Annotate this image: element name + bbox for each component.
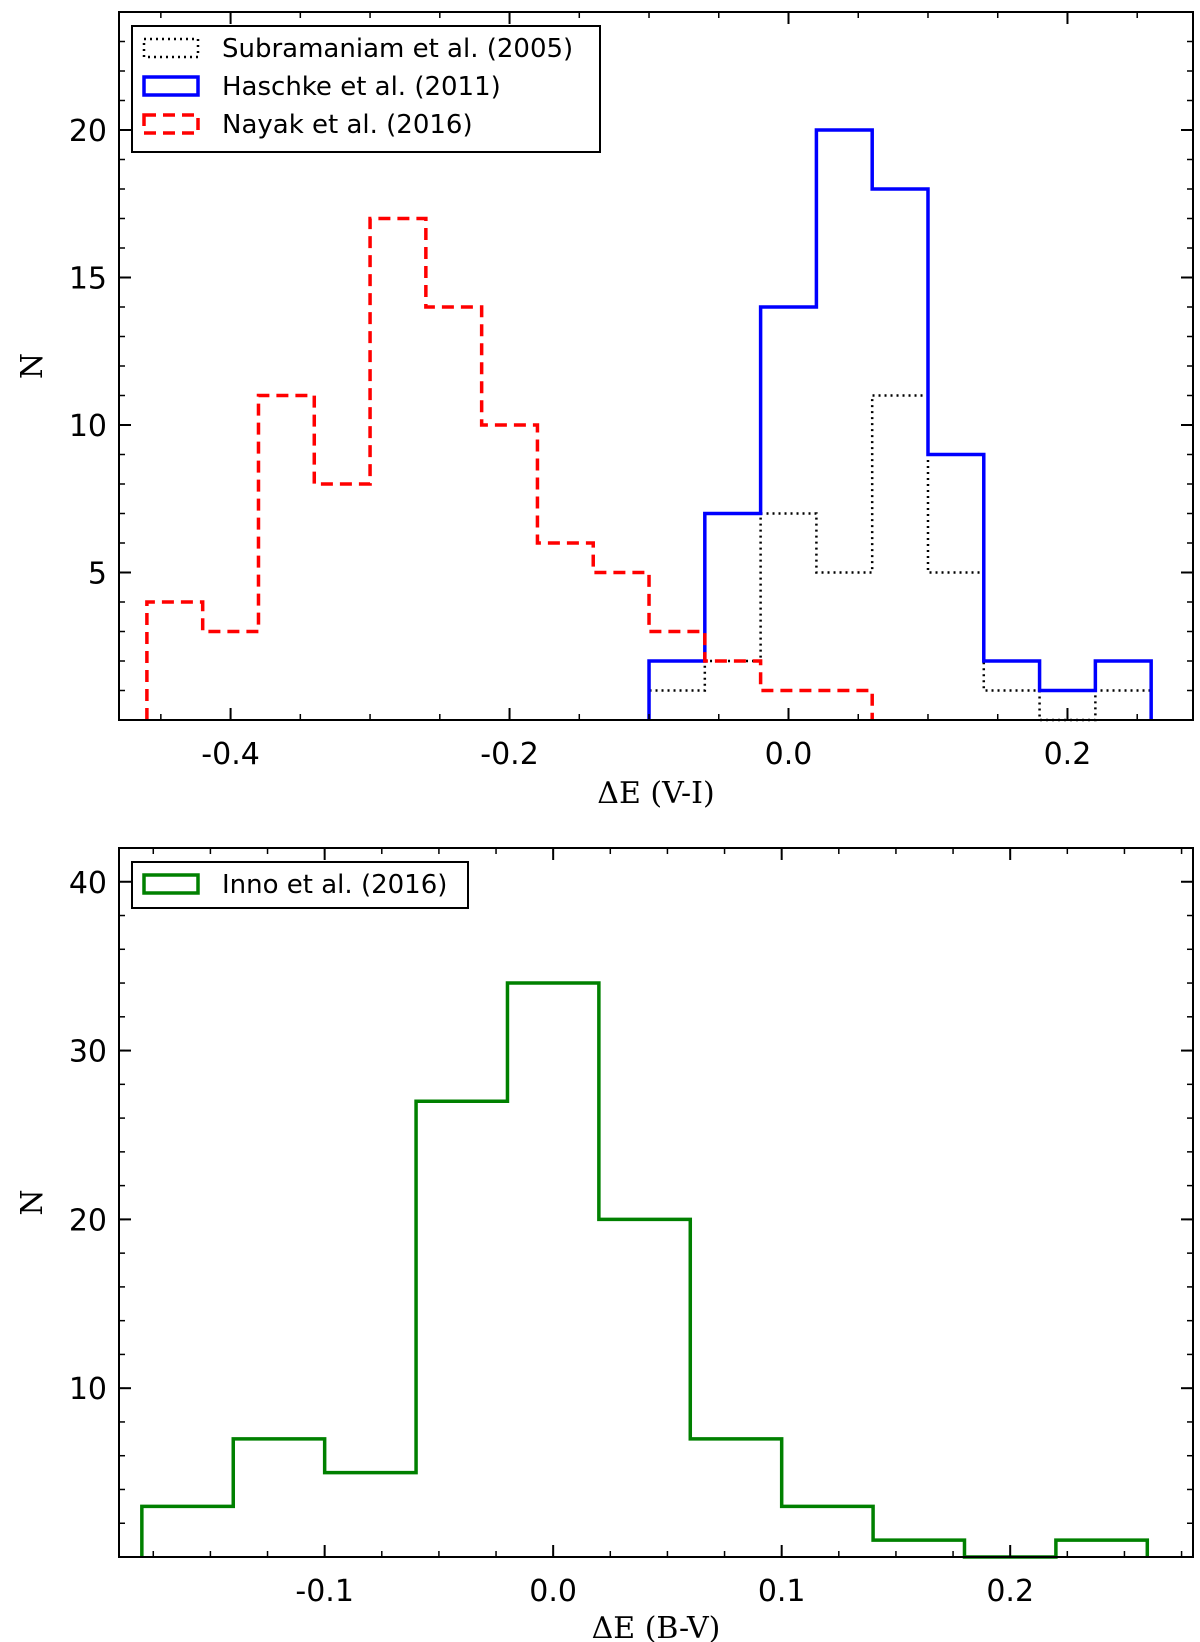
y-axis-label: N [15, 1189, 50, 1215]
y-tick-label: 20 [69, 1203, 107, 1238]
legend-frame [131, 25, 601, 153]
legend-label-0: Inno et al. (2016) [222, 870, 447, 900]
legend-label-0: Subramaniam et al. (2005) [222, 34, 573, 64]
y-tick-label: 40 [69, 866, 107, 901]
legend-swatch-2 [142, 113, 200, 135]
panel-bv: -0.1 0.0 0.1 0.2 10 20 30 40 ΔE (B-V) N Inno et al… [15, 847, 1194, 1642]
y-tick-label: 15 [69, 262, 107, 297]
histogram-series-2 [145, 216, 874, 720]
histogram-series-0 [140, 981, 1150, 1559]
plot-frame [118, 847, 1194, 1558]
legend-swatch-0 [142, 873, 200, 895]
y-tick-label: 10 [69, 1372, 107, 1407]
y-tick-label: 10 [69, 409, 107, 444]
legend-swatch-1 [142, 75, 200, 97]
legend: Inno et al. (2016) [131, 861, 469, 909]
x-tick-label: -0.2 [480, 737, 539, 772]
x-tick-label: 0.0 [529, 1574, 577, 1609]
y-tick-label: 30 [69, 1035, 107, 1070]
histogram-series-1 [647, 128, 1153, 720]
x-tick-label: 0.0 [765, 737, 813, 772]
legend-label-2: Nayak et al. (2016) [222, 110, 473, 140]
y-tick-label: 20 [69, 114, 107, 149]
histogram-series-0 [647, 394, 1153, 722]
x-axis-label: ΔE (B-V) [592, 1611, 721, 1642]
x-tick-label: -0.4 [201, 737, 260, 772]
legend-label-1: Haschke et al. (2011) [222, 72, 501, 102]
x-tick-label: 0.2 [986, 1574, 1034, 1609]
y-axis-label: N [15, 353, 50, 379]
x-tick-label: 0.2 [1044, 737, 1092, 772]
legend-frame [131, 861, 469, 909]
x-tick-label: 0.1 [758, 1574, 806, 1609]
y-tick-label: 5 [88, 557, 107, 592]
x-axis-label: ΔE (V-I) [597, 776, 714, 811]
panel-vi: -0.4 -0.2 0.0 0.2 5 10 15 20 ΔE (V-I) N Subramania… [15, 11, 1194, 811]
x-tick-label: -0.1 [295, 1574, 354, 1609]
legend: Subramaniam et al. (2005) Haschke et al. … [131, 25, 601, 153]
